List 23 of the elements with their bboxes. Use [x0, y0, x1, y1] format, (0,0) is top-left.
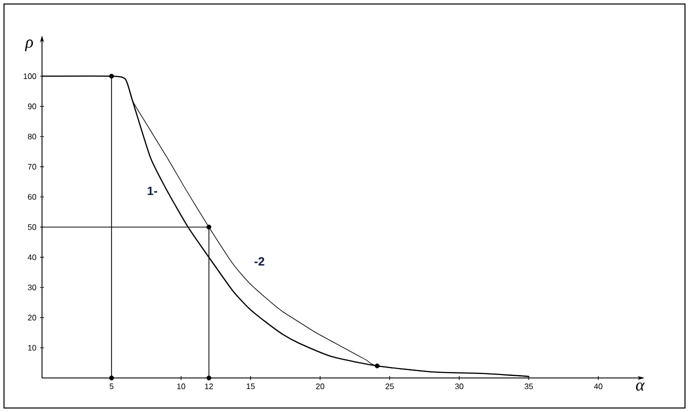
y-tick-label: 40 — [28, 254, 36, 260]
y-tick-label: 60 — [28, 194, 36, 200]
y-tick-label: 30 — [28, 284, 36, 290]
y-tick-label: 80 — [28, 134, 36, 140]
y-tick-label: 100 — [24, 73, 36, 80]
x-tick-label: 15 — [246, 384, 255, 390]
x-tick-label: 5 — [110, 384, 114, 390]
x-tick-label: 12 — [205, 384, 213, 390]
x-tick-label: 35 — [524, 384, 533, 390]
x-tick-label: 30 — [455, 384, 464, 390]
y-tick-label: 50 — [28, 224, 36, 230]
y-axis-title: ρ — [24, 40, 33, 52]
series-label: -2 — [254, 257, 264, 266]
x-tick-label: 40 — [594, 384, 602, 390]
x-tick-label: 20 — [316, 384, 324, 390]
series-label: 1- — [148, 186, 158, 196]
x-tick-label: 25 — [386, 384, 394, 390]
x-axis-title: α — [636, 382, 645, 391]
y-tick-label: 90 — [28, 104, 36, 110]
y-tick-label: 10 — [28, 344, 36, 351]
x-tick-label: 10 — [177, 384, 186, 390]
y-tick-label: 70 — [28, 164, 36, 170]
y-tick-label: 20 — [28, 314, 36, 320]
